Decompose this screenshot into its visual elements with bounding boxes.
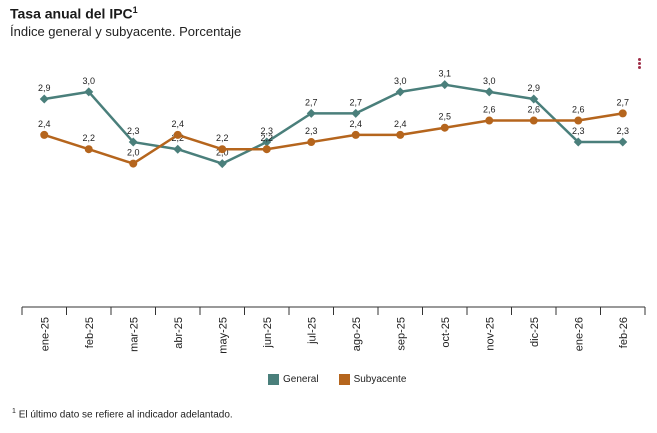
data-label-subyacente: 2,2 bbox=[82, 133, 95, 143]
x-tick-label: ene-25 bbox=[39, 317, 51, 351]
data-label-general: 2,9 bbox=[38, 83, 51, 93]
data-label-general: 2,7 bbox=[349, 97, 362, 107]
x-tick-label: sep-25 bbox=[395, 317, 407, 351]
data-label-subyacente: 2,6 bbox=[572, 105, 585, 115]
data-point-subyacente bbox=[307, 138, 316, 147]
data-point-subyacente bbox=[529, 116, 538, 125]
x-tick-label: jul-25 bbox=[306, 317, 318, 345]
legend-swatch-subyacente bbox=[338, 374, 350, 385]
data-label-subyacente: 2,4 bbox=[349, 119, 362, 129]
x-tick-label: feb-26 bbox=[618, 317, 630, 348]
data-point-general bbox=[217, 159, 227, 169]
legend-item-general[interactable]: General bbox=[268, 374, 319, 385]
x-tick-label: may-25 bbox=[217, 317, 229, 354]
data-point-subyacente bbox=[440, 123, 449, 132]
data-label-general: 3,0 bbox=[483, 76, 496, 86]
data-point-general bbox=[84, 87, 94, 97]
footnote-text: El último dato se refiere al indicador a… bbox=[18, 409, 233, 421]
data-label-subyacente: 2,2 bbox=[216, 133, 229, 143]
legend-label-general: General bbox=[283, 374, 319, 385]
data-point-subyacente bbox=[351, 130, 360, 139]
data-label-subyacente: 2,4 bbox=[38, 119, 51, 129]
data-label-subyacente: 2,4 bbox=[171, 119, 184, 129]
data-label-subyacente: 2,6 bbox=[527, 105, 540, 115]
data-point-subyacente bbox=[40, 130, 49, 139]
data-label-subyacente: 2,2 bbox=[260, 133, 273, 143]
data-point-subyacente bbox=[396, 130, 405, 139]
chart-title-text: Tasa anual del IPC bbox=[10, 5, 133, 22]
data-point-general bbox=[529, 94, 539, 104]
data-point-subyacente bbox=[173, 130, 182, 139]
chart-subtitle: Índice general y subyacente. Porcentaje bbox=[10, 24, 242, 39]
data-point-subyacente bbox=[262, 145, 271, 154]
data-point-general bbox=[484, 87, 494, 97]
x-tick-label: nov-25 bbox=[484, 317, 496, 351]
data-label-general: 2,7 bbox=[305, 97, 318, 107]
data-label-subyacente: 2,7 bbox=[616, 97, 629, 107]
data-label-general: 2,3 bbox=[260, 126, 273, 136]
data-point-general bbox=[173, 144, 183, 154]
x-tick-label: ene-26 bbox=[573, 317, 585, 351]
data-point-subyacente bbox=[129, 159, 138, 168]
data-label-general: 2,3 bbox=[572, 126, 585, 136]
title-footnote-mark: 1 bbox=[132, 5, 138, 15]
data-point-subyacente bbox=[84, 145, 93, 154]
data-label-general: 3,0 bbox=[82, 76, 95, 86]
legend-item-subyacente[interactable]: Subyacente bbox=[338, 374, 407, 385]
data-point-subyacente bbox=[218, 145, 227, 154]
data-label-subyacente: 2,0 bbox=[127, 148, 140, 158]
data-point-general bbox=[128, 137, 138, 147]
data-point-subyacente bbox=[618, 109, 627, 118]
data-point-general bbox=[440, 80, 450, 90]
data-label-general: 3,0 bbox=[394, 76, 407, 86]
x-tick-label: oct-25 bbox=[440, 317, 452, 348]
data-point-subyacente bbox=[485, 116, 494, 125]
footnote: 1 El último dato se refiere al indicador… bbox=[12, 408, 233, 420]
data-point-general bbox=[395, 87, 405, 97]
chart-title: Tasa anual del IPC1 bbox=[10, 5, 138, 22]
chart-legend: General Subyacente bbox=[268, 374, 406, 385]
data-point-general bbox=[306, 108, 316, 118]
kebab-menu-icon[interactable] bbox=[636, 58, 642, 72]
x-tick-label: ago-25 bbox=[351, 317, 363, 351]
series-line-general bbox=[44, 83, 623, 165]
x-tick-label: abr-25 bbox=[173, 317, 185, 349]
data-point-general bbox=[262, 137, 272, 147]
x-tick-label: feb-25 bbox=[84, 317, 96, 348]
data-label-subyacente: 2,5 bbox=[438, 112, 451, 122]
data-point-subyacente bbox=[574, 116, 583, 125]
data-label-general: 2,9 bbox=[527, 83, 540, 93]
series-line-subyacente bbox=[43, 112, 623, 165]
data-point-general bbox=[618, 137, 628, 147]
data-label-subyacente: 2,3 bbox=[305, 126, 318, 136]
data-label-subyacente: 2,4 bbox=[394, 119, 407, 129]
data-point-general bbox=[351, 108, 361, 118]
data-point-general bbox=[39, 94, 49, 104]
data-label-general: 2,3 bbox=[616, 126, 629, 136]
x-tick-label: jun-25 bbox=[262, 317, 274, 349]
legend-swatch-general bbox=[268, 374, 279, 385]
data-label-subyacente: 2,6 bbox=[483, 105, 496, 115]
data-label-general: 3,1 bbox=[438, 69, 451, 79]
x-tick-label: mar-25 bbox=[128, 317, 140, 352]
footnote-mark: 1 bbox=[12, 408, 16, 415]
x-tick-label: dic-25 bbox=[529, 317, 541, 347]
legend-label-subyacente: Subyacente bbox=[353, 374, 407, 385]
data-point-general bbox=[573, 137, 583, 147]
data-label-general: 2,3 bbox=[127, 126, 140, 136]
